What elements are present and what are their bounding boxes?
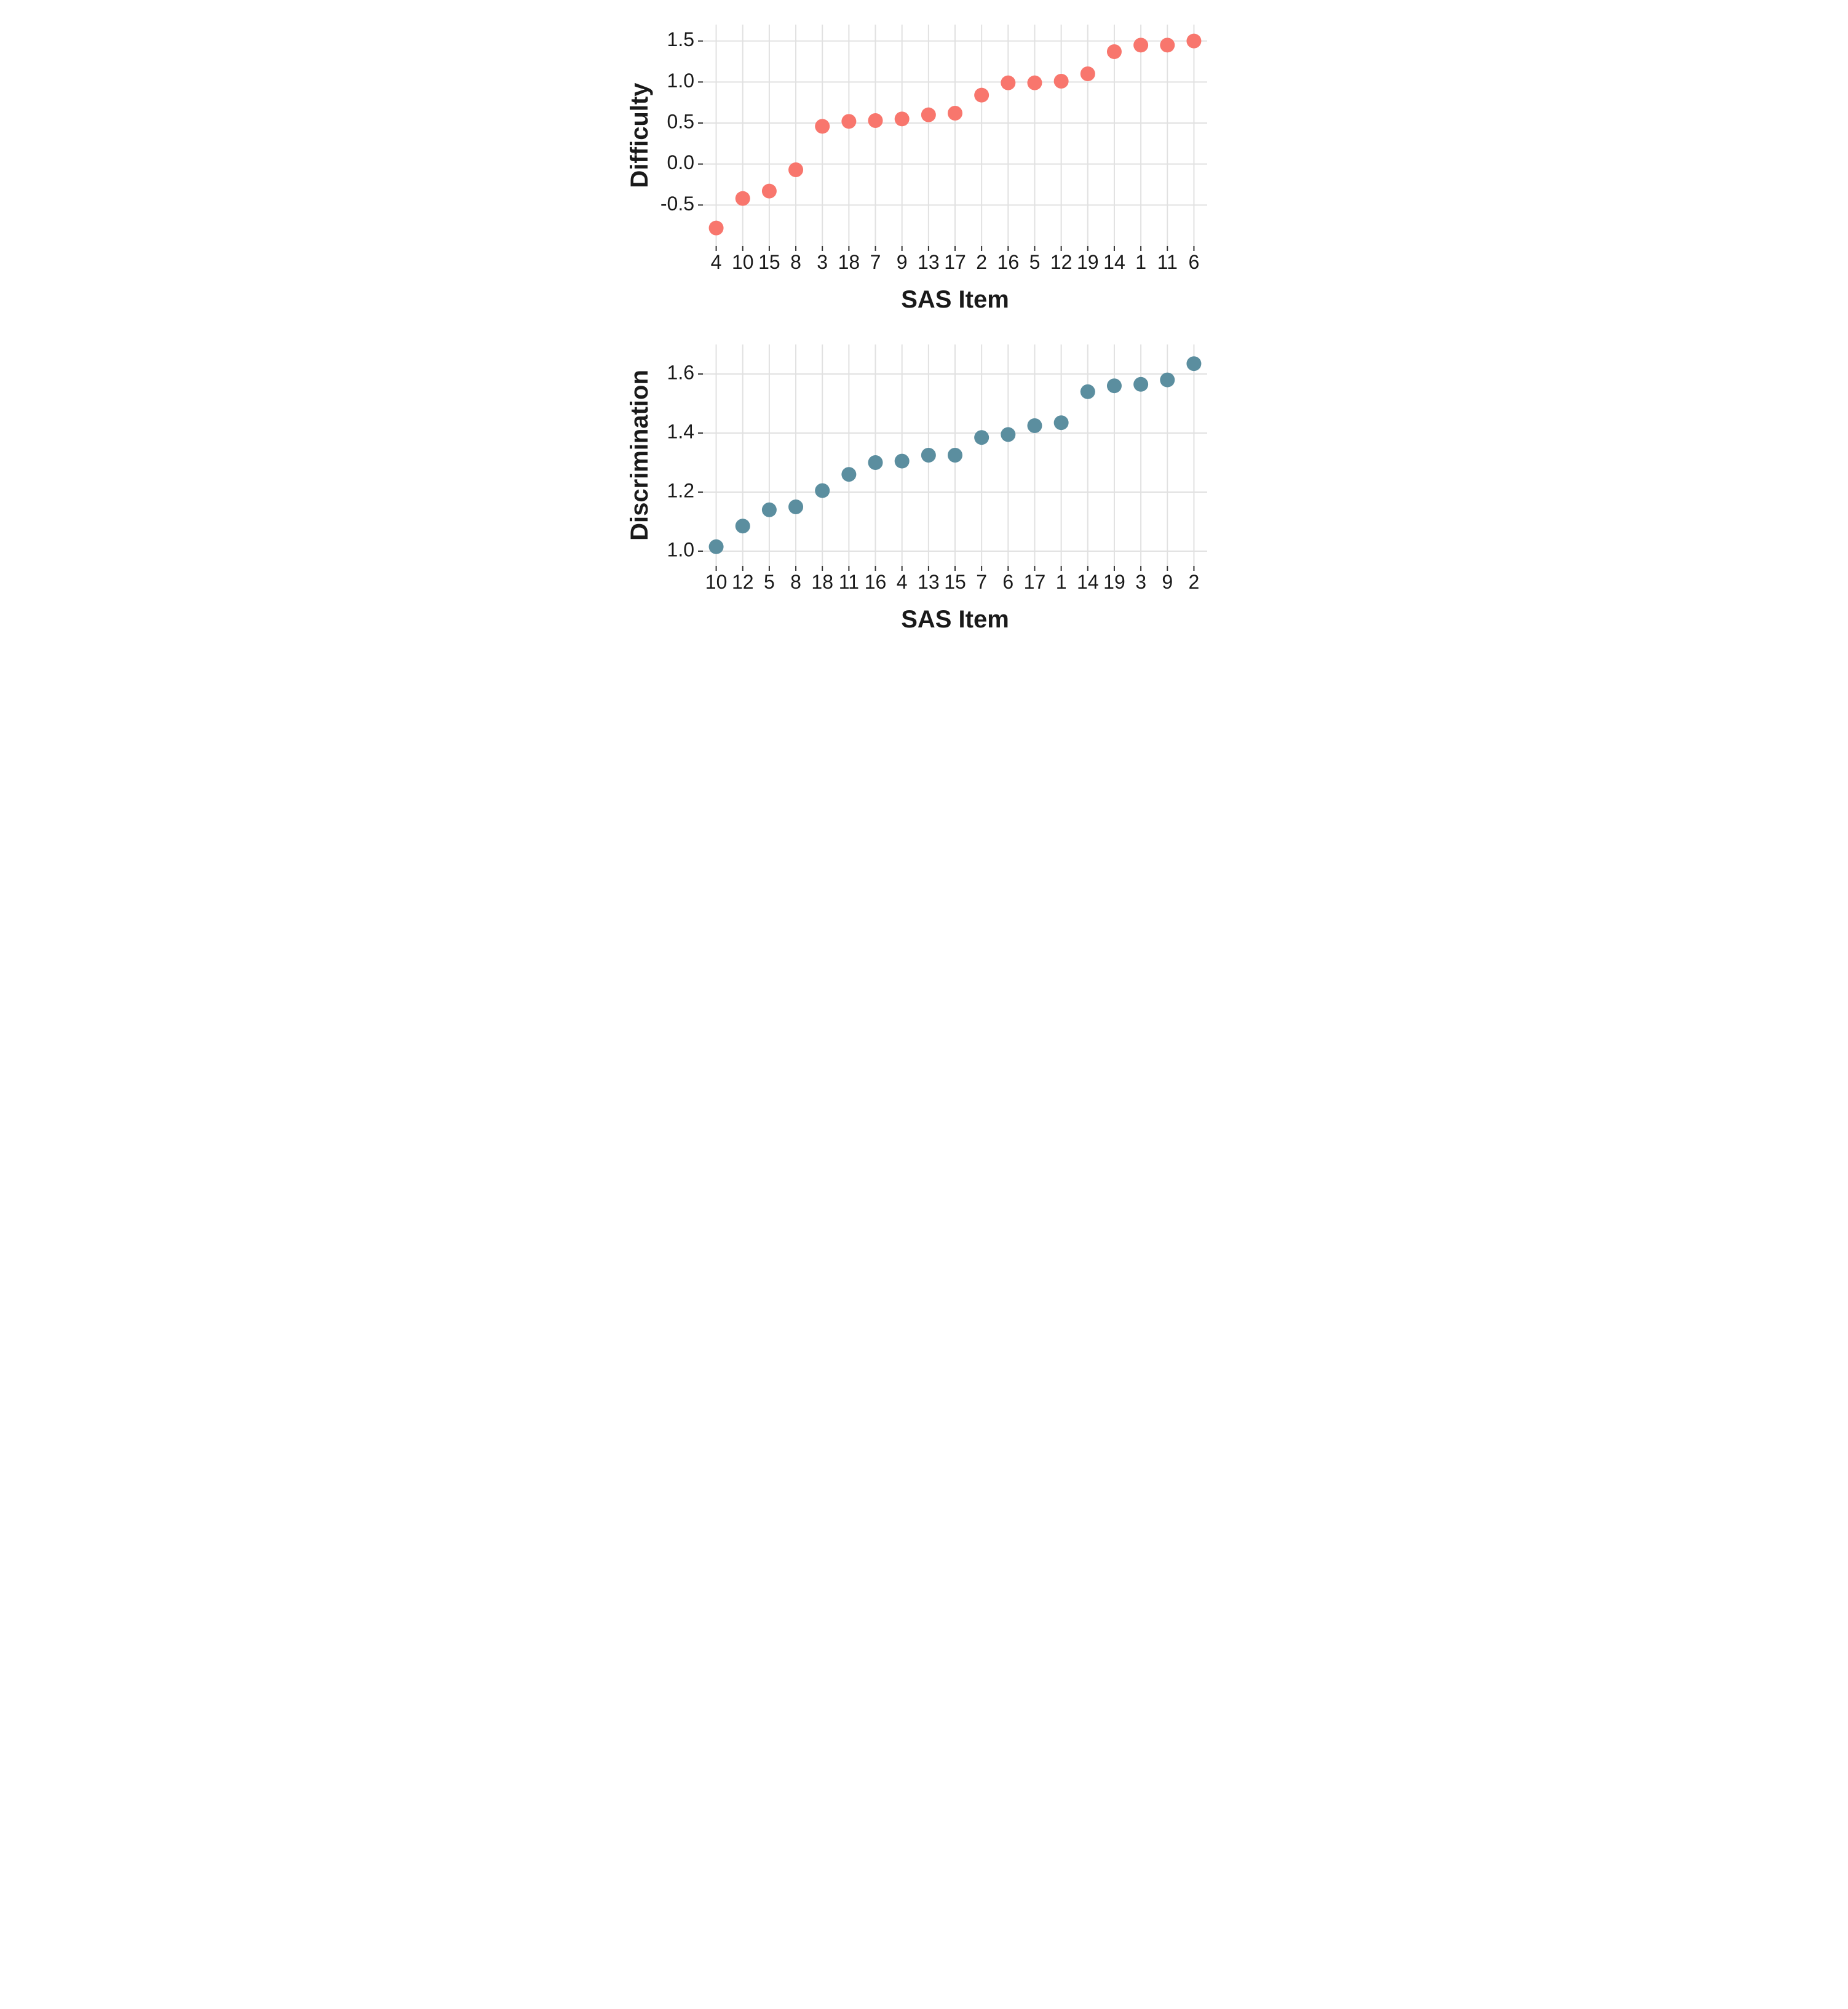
x-tick-label: 3 bbox=[1135, 571, 1146, 593]
data-point bbox=[1027, 76, 1042, 90]
data-point bbox=[1001, 76, 1015, 90]
data-point bbox=[1106, 378, 1121, 393]
y-tick-label: 1.5 bbox=[667, 28, 694, 50]
data-point bbox=[1027, 418, 1042, 433]
data-point bbox=[735, 191, 750, 206]
y-axis-title: Discrimination bbox=[629, 370, 653, 541]
x-tick-label: 9 bbox=[896, 251, 907, 273]
x-tick-label: 1 bbox=[1055, 571, 1066, 593]
data-point bbox=[788, 162, 803, 177]
x-tick-label: 17 bbox=[1023, 571, 1045, 593]
x-tick-label: 6 bbox=[1002, 571, 1013, 593]
data-point bbox=[1080, 66, 1095, 81]
y-tick-label: 1.0 bbox=[667, 538, 694, 560]
data-point bbox=[735, 519, 750, 533]
x-tick-label: 5 bbox=[1029, 251, 1040, 273]
x-tick-label: 18 bbox=[838, 251, 860, 273]
x-tick-label: 12 bbox=[1050, 251, 1072, 273]
x-tick-label: 11 bbox=[1157, 251, 1177, 273]
data-point bbox=[788, 499, 803, 514]
data-point bbox=[1053, 74, 1068, 89]
data-point bbox=[1080, 384, 1095, 399]
y-tick-label: 1.6 bbox=[667, 361, 694, 383]
x-tick-label: 13 bbox=[918, 251, 940, 273]
y-tick-label: -0.5 bbox=[660, 193, 694, 215]
data-point bbox=[708, 539, 723, 554]
data-point bbox=[894, 454, 909, 469]
x-tick-label: 19 bbox=[1103, 571, 1125, 593]
x-tick-label: 12 bbox=[731, 571, 753, 593]
x-axis-title: SAS Item bbox=[901, 606, 1009, 633]
data-point bbox=[1186, 34, 1201, 49]
x-tick-label: 10 bbox=[705, 571, 727, 593]
x-tick-label: 14 bbox=[1103, 251, 1125, 273]
x-tick-label: 15 bbox=[758, 251, 780, 273]
y-tick-label: 1.4 bbox=[667, 420, 694, 442]
x-tick-label: 7 bbox=[870, 251, 881, 273]
data-point bbox=[1001, 427, 1015, 442]
y-tick-label: 0.0 bbox=[667, 151, 694, 173]
data-point bbox=[815, 483, 830, 498]
x-tick-label: 4 bbox=[710, 251, 721, 273]
data-point bbox=[921, 448, 935, 463]
x-tick-label: 3 bbox=[817, 251, 828, 273]
x-tick-label: 5 bbox=[763, 571, 774, 593]
x-tick-label: 18 bbox=[811, 571, 833, 593]
data-point bbox=[1133, 38, 1148, 52]
x-tick-label: 7 bbox=[976, 571, 987, 593]
data-point bbox=[948, 106, 962, 121]
data-point bbox=[761, 184, 776, 199]
y-tick-label: 1.0 bbox=[667, 70, 694, 92]
data-point bbox=[1133, 377, 1148, 392]
y-axis-title: Difficulty bbox=[629, 82, 653, 188]
data-point bbox=[708, 221, 723, 236]
data-point bbox=[1160, 38, 1175, 52]
data-point bbox=[761, 503, 776, 517]
data-point bbox=[1053, 415, 1068, 430]
chart-container: -0.50.00.51.01.5410158318791317216512191… bbox=[629, 12, 1219, 634]
x-tick-label: 16 bbox=[997, 251, 1019, 273]
x-tick-label: 19 bbox=[1076, 251, 1098, 273]
x-tick-label: 4 bbox=[896, 571, 907, 593]
x-tick-label: 8 bbox=[790, 251, 801, 273]
x-tick-label: 15 bbox=[944, 571, 966, 593]
data-point bbox=[1160, 373, 1175, 388]
data-point bbox=[921, 108, 935, 122]
x-tick-label: 8 bbox=[790, 571, 801, 593]
chart-svg: -0.50.00.51.01.5410158318791317216512191… bbox=[629, 12, 1219, 634]
x-tick-label: 10 bbox=[731, 251, 753, 273]
data-point bbox=[868, 113, 882, 128]
data-point bbox=[841, 467, 856, 482]
x-tick-label: 6 bbox=[1188, 251, 1199, 273]
data-point bbox=[815, 119, 830, 133]
data-point bbox=[974, 430, 989, 445]
data-point bbox=[1106, 44, 1121, 59]
data-point bbox=[948, 448, 962, 463]
data-point bbox=[974, 88, 989, 103]
x-tick-label: 14 bbox=[1076, 571, 1098, 593]
data-point bbox=[894, 111, 909, 126]
data-point bbox=[868, 455, 882, 470]
data-point bbox=[1186, 356, 1201, 371]
x-tick-label: 17 bbox=[944, 251, 966, 273]
data-point bbox=[841, 114, 856, 129]
x-tick-label: 2 bbox=[976, 251, 987, 273]
y-tick-label: 0.5 bbox=[667, 110, 694, 132]
x-tick-label: 9 bbox=[1162, 571, 1173, 593]
x-axis-title: SAS Item bbox=[901, 286, 1009, 313]
x-tick-label: 1 bbox=[1135, 251, 1146, 273]
y-tick-label: 1.2 bbox=[667, 479, 694, 501]
x-tick-label: 2 bbox=[1188, 571, 1199, 593]
x-tick-label: 11 bbox=[838, 571, 859, 593]
x-tick-label: 16 bbox=[864, 571, 886, 593]
x-tick-label: 13 bbox=[918, 571, 940, 593]
